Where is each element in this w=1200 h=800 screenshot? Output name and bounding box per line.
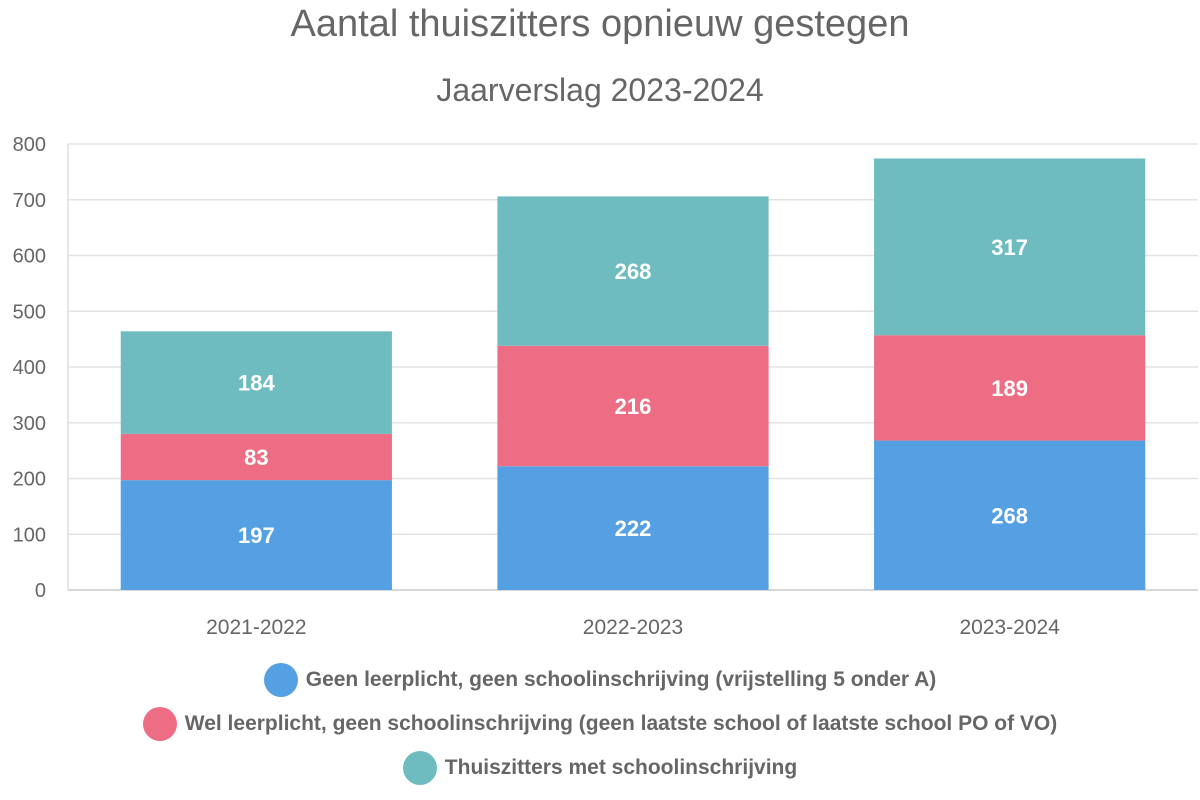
x-tick-label: 2021-2022 (206, 616, 306, 639)
legend-label: Geen leerplicht, geen schoolinschrijving… (305, 668, 937, 691)
y-tick-label: 600 (13, 246, 46, 268)
data-label: 317 (991, 235, 1028, 260)
legend-item-wel-leerplicht[interactable]: Wel leerplicht, geen schoolinschrijving … (0, 702, 1200, 746)
y-tick-label: 300 (13, 413, 46, 435)
chart-title: Aantal thuiszitters opnieuw gestegen (290, 3, 910, 45)
data-label: 268 (991, 503, 1028, 528)
bar-segment (497, 345, 769, 467)
chart-legend: Geen leerplicht, geen schoolinschrijving… (0, 658, 1200, 790)
stacked-bar-chart: 0 100 200 300 400 500 600 700 800 197 83 184 2021-20… (13, 134, 1198, 639)
y-tick-label: 500 (13, 301, 46, 323)
data-label: 222 (615, 516, 652, 541)
bar-segment (120, 331, 392, 434)
data-label: 268 (615, 259, 652, 284)
legend-item-met-schoolinschrijving[interactable]: Thuiszitters met schoolinschrijving (0, 746, 1200, 790)
data-label: 184 (238, 371, 275, 396)
y-tick-label: 100 (13, 524, 46, 546)
bar-segment (120, 433, 392, 481)
legend-swatch-teal (402, 751, 437, 785)
bar-segment (497, 466, 769, 590)
legend-swatch-blue (263, 663, 298, 697)
bar-segment (120, 480, 392, 590)
data-label: 216 (615, 394, 652, 419)
legend-label: Thuiszitters met schoolinschrijving (444, 756, 798, 779)
legend-label: Wel leerplicht, geen schoolinschrijving … (184, 712, 1058, 735)
bar-segment (874, 440, 1146, 590)
y-tick-label: 0 (35, 580, 46, 602)
bar-segment (497, 196, 769, 346)
legend-swatch-pink (142, 707, 177, 741)
legend-item-geen-leerplicht[interactable]: Geen leerplicht, geen schoolinschrijving… (0, 658, 1200, 702)
y-tick-label: 400 (13, 357, 46, 379)
x-tick-label: 2022-2023 (583, 616, 683, 639)
x-tick-label: 2023-2024 (959, 616, 1060, 639)
bar-segment (874, 158, 1146, 336)
y-tick-label: 200 (13, 469, 46, 491)
data-label: 83 (244, 445, 268, 470)
bar-segment (874, 335, 1146, 441)
chart-subtitle: Jaarverslag 2023-2024 (436, 72, 764, 108)
data-label: 197 (238, 523, 275, 548)
y-tick-label: 800 (13, 134, 46, 156)
data-label: 189 (991, 376, 1028, 401)
y-tick-label: 700 (13, 190, 46, 212)
